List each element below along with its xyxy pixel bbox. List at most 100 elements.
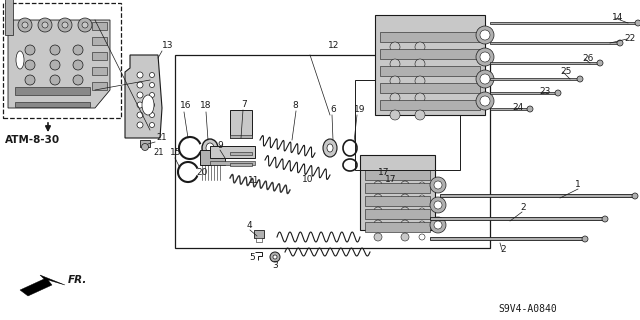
Circle shape xyxy=(150,123,154,127)
Text: 3: 3 xyxy=(272,261,278,270)
Circle shape xyxy=(434,201,442,209)
Circle shape xyxy=(480,52,490,62)
Circle shape xyxy=(150,113,154,117)
Circle shape xyxy=(430,177,446,193)
Circle shape xyxy=(150,102,154,108)
Text: 6: 6 xyxy=(330,105,336,114)
Text: 11: 11 xyxy=(248,176,259,185)
Bar xyxy=(210,161,255,165)
Circle shape xyxy=(50,60,60,70)
Bar xyxy=(380,32,480,42)
Bar xyxy=(380,83,480,93)
Text: 18: 18 xyxy=(200,101,211,110)
Bar xyxy=(440,194,635,197)
Bar xyxy=(490,77,580,80)
Text: 8: 8 xyxy=(292,101,298,110)
Circle shape xyxy=(25,60,35,70)
Ellipse shape xyxy=(206,143,214,153)
Circle shape xyxy=(73,45,83,55)
Ellipse shape xyxy=(327,144,333,152)
Bar xyxy=(430,237,585,240)
Bar xyxy=(365,170,430,180)
Bar xyxy=(230,110,252,138)
Circle shape xyxy=(374,194,382,202)
Text: 16: 16 xyxy=(180,101,191,110)
Text: 12: 12 xyxy=(328,41,339,50)
Circle shape xyxy=(42,22,48,28)
Circle shape xyxy=(150,73,154,77)
Text: 17: 17 xyxy=(385,175,397,184)
Circle shape xyxy=(374,220,382,228)
Ellipse shape xyxy=(16,51,24,69)
Circle shape xyxy=(78,18,92,32)
Circle shape xyxy=(50,45,60,55)
Text: 24: 24 xyxy=(512,103,524,112)
Text: 9: 9 xyxy=(217,141,223,150)
Circle shape xyxy=(390,59,400,69)
Circle shape xyxy=(137,72,143,78)
Bar xyxy=(256,238,262,242)
Circle shape xyxy=(150,83,154,87)
Circle shape xyxy=(390,93,400,103)
Circle shape xyxy=(419,195,425,201)
Bar xyxy=(360,155,435,230)
Bar xyxy=(200,150,225,165)
Circle shape xyxy=(527,106,533,112)
Circle shape xyxy=(476,48,494,66)
Circle shape xyxy=(597,60,603,66)
Circle shape xyxy=(419,182,425,188)
Circle shape xyxy=(137,92,143,98)
Bar xyxy=(365,196,430,206)
Bar xyxy=(355,80,460,170)
Circle shape xyxy=(430,217,446,233)
Bar xyxy=(230,135,252,138)
Bar xyxy=(375,15,485,115)
Bar xyxy=(380,66,480,76)
Circle shape xyxy=(632,193,638,199)
Circle shape xyxy=(25,45,35,55)
Circle shape xyxy=(480,30,490,40)
Circle shape xyxy=(374,181,382,189)
Text: FR.: FR. xyxy=(68,275,88,285)
Circle shape xyxy=(58,18,72,32)
Text: 2: 2 xyxy=(520,203,525,212)
Bar xyxy=(210,146,255,158)
Bar xyxy=(430,217,605,220)
Circle shape xyxy=(476,92,494,110)
Circle shape xyxy=(401,181,409,189)
Circle shape xyxy=(480,74,490,84)
Bar xyxy=(15,102,90,107)
Text: 4: 4 xyxy=(247,221,253,230)
Ellipse shape xyxy=(323,139,337,157)
Text: 17: 17 xyxy=(378,168,390,177)
Bar xyxy=(490,61,600,64)
Bar xyxy=(490,108,530,110)
Text: 5: 5 xyxy=(249,253,255,262)
Polygon shape xyxy=(125,55,162,138)
Circle shape xyxy=(22,22,28,28)
Circle shape xyxy=(137,112,143,118)
Bar xyxy=(230,152,252,155)
Bar xyxy=(490,21,638,24)
Text: 20: 20 xyxy=(196,168,207,177)
Text: 19: 19 xyxy=(354,105,365,114)
Text: S9V4-A0840: S9V4-A0840 xyxy=(498,304,557,314)
Circle shape xyxy=(73,60,83,70)
Bar xyxy=(490,42,620,44)
Ellipse shape xyxy=(202,139,218,157)
Circle shape xyxy=(401,233,409,241)
Circle shape xyxy=(137,122,143,128)
Text: 26: 26 xyxy=(582,54,593,63)
Bar xyxy=(365,183,430,193)
Circle shape xyxy=(617,40,623,46)
Bar xyxy=(3,3,121,118)
Circle shape xyxy=(38,18,52,32)
Circle shape xyxy=(273,255,277,259)
Bar xyxy=(365,222,430,232)
Text: 2: 2 xyxy=(500,245,506,254)
Circle shape xyxy=(390,76,400,86)
Circle shape xyxy=(401,220,409,228)
Circle shape xyxy=(419,208,425,214)
Circle shape xyxy=(137,82,143,88)
Circle shape xyxy=(390,110,400,120)
